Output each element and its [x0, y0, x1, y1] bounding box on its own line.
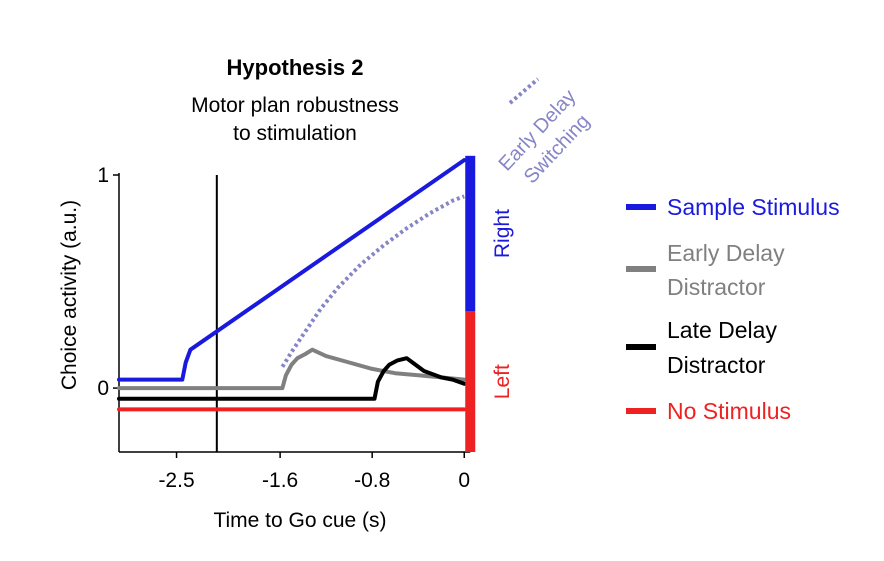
series-line-early-delay-switching	[280, 194, 465, 368]
annotation-dash-mark	[508, 77, 540, 105]
chart-subtitle-line-1: Motor plan robustness	[191, 94, 399, 117]
legend-label: Distractor	[667, 274, 766, 300]
legend-label: Early Delay	[667, 240, 785, 266]
x-tick-label: -1.6	[262, 469, 298, 492]
legend-label: Distractor	[667, 352, 766, 378]
legend-label: No Stimulus	[667, 398, 791, 424]
legend-item-no-stimulus: No Stimulus	[626, 398, 791, 424]
legend-item-early-delay-distractor: Early Delay Distractor	[626, 240, 785, 300]
plot-area: 0 1 -2.5 -1.6 -0.8 0 Right Left	[97, 155, 514, 492]
x-tick-label: 0	[458, 469, 470, 492]
y-axis-label: Choice activity (a.u.)	[58, 200, 81, 390]
legend-label: Late Delay	[667, 317, 777, 343]
choice-label-right: Right	[491, 209, 514, 258]
choice-label-left: Left	[491, 364, 514, 399]
x-tick-label: -2.5	[158, 469, 194, 492]
series-line-sample-stimulus	[117, 158, 467, 382]
series-line-early-delay-distractor	[117, 347, 467, 391]
y-tick-label: 0	[97, 377, 109, 400]
choice-bar-right	[465, 155, 476, 312]
y-tick-label: 1	[97, 164, 109, 187]
chart-title: Hypothesis 2	[227, 55, 364, 80]
choice-bar-left	[465, 311, 476, 452]
series-line-late-delay-distractor	[117, 356, 467, 401]
legend-item-late-delay-distractor: Late Delay Distractor	[626, 317, 777, 378]
chart-subtitle-line-2: to stimulation	[233, 122, 357, 145]
legend-item-sample-stimulus: Sample Stimulus	[626, 194, 840, 220]
legend-label: Sample Stimulus	[667, 194, 840, 220]
x-tick-label: -0.8	[354, 469, 390, 492]
x-axis-label: Time to Go cue (s)	[213, 509, 386, 532]
